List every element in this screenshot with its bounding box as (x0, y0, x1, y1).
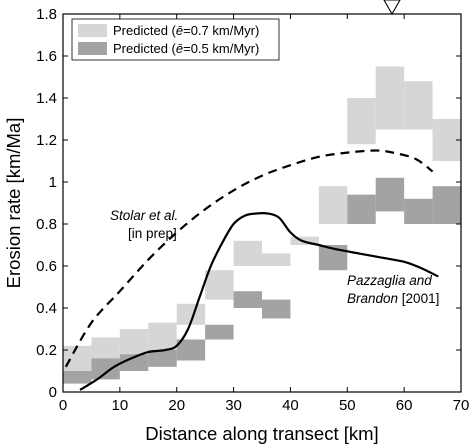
bar-series0-bin7 (262, 253, 291, 266)
x-tick-label: 0 (59, 397, 67, 414)
y-tick-label: 0.6 (36, 258, 57, 275)
annotation-pazzaglia-line1: Pazzaglia and (347, 273, 432, 288)
bar-series0-bin6 (233, 240, 262, 266)
bar-series1-bin12 (404, 198, 433, 224)
x-tick-label: 20 (168, 397, 185, 414)
y-tick-label: 1.2 (36, 132, 57, 149)
bar-series0-bin5 (205, 270, 234, 300)
bar-series0-bin9 (318, 186, 348, 224)
legend: Predicted (ē=0.7 km/Myr) Predicted (ē=0.… (71, 18, 280, 61)
y-tick-label: 1.8 (36, 6, 57, 23)
y-tick-label: 1 (49, 174, 57, 191)
bar-series0-bin4 (176, 303, 206, 325)
bar-series0-bin12 (404, 81, 433, 130)
bar-series1-bin11 (375, 177, 405, 212)
x-tick-label: 40 (282, 397, 299, 414)
bar-series0-bin0 (63, 345, 92, 376)
plot-frame (62, 13, 462, 393)
bar-series1-bin10 (347, 194, 376, 224)
annotation-stolar-line1: Stolar et al. (110, 208, 178, 223)
x-tick-label: 50 (339, 397, 356, 414)
legend-swatch-0 (78, 24, 107, 37)
bar-series0-bin1 (91, 337, 120, 361)
y-tick-label: 0.2 (36, 342, 57, 359)
bar-series0-bin10 (347, 98, 376, 145)
bar-series1-bin1 (91, 358, 120, 380)
bar-series1-bin13 (432, 186, 461, 224)
bar-series1-bin4 (176, 339, 206, 361)
y-tick-label: 1.4 (36, 90, 57, 107)
bar-series0-bin3 (148, 322, 177, 350)
bar-series0-bin2 (119, 329, 149, 355)
triangle-marker (383, 0, 401, 16)
bar-series1-bin3 (148, 350, 177, 367)
legend-label-0: Predicted (ē=0.7 km/Myr) (113, 23, 259, 38)
axis-ticks: 0 10 20 30 40 50 60 70 0 0.2 0.4 0.6 0.8 1 1.2 1.4 1.6 1.… (36, 6, 469, 414)
annotation-stolar-line2: [in prep] (128, 226, 177, 241)
line-stolar-dashed (64, 149, 434, 368)
y-tick-label: 1.6 (36, 48, 57, 65)
y-tick-label: 0.4 (36, 300, 57, 317)
x-tick-label: 60 (396, 397, 413, 414)
bar-series1-bin2 (119, 354, 149, 371)
x-tick-label: 70 (453, 397, 470, 414)
x-axis-label: Distance along transect [km] (145, 423, 378, 444)
bar-series1-bin7 (262, 299, 291, 319)
x-tick-label: 30 (225, 397, 242, 414)
bar-series1-bin0 (63, 371, 92, 384)
bar-series1-bin5 (205, 324, 234, 340)
legend-swatch-1 (78, 42, 107, 55)
y-tick-label: 0 (49, 384, 57, 401)
line-pazzaglia-solid (79, 212, 439, 391)
y-tick-label: 0.8 (36, 216, 57, 233)
annotation-pazzaglia-line2: Brandon [2001] (347, 291, 439, 306)
bar-series1-bin6 (233, 291, 262, 308)
legend-label-1: Predicted (ē=0.5 km/Myr) (113, 41, 259, 56)
curve-lines (64, 149, 439, 391)
annotation-pazzaglia-author: Brandon (347, 291, 398, 306)
x-tick-label: 10 (112, 397, 129, 414)
bar-series0-bin11 (375, 66, 405, 130)
y-axis-label: Erosion rate [km/Ma] (3, 118, 24, 289)
annotation-pazzaglia-year: [2001] (398, 291, 439, 306)
